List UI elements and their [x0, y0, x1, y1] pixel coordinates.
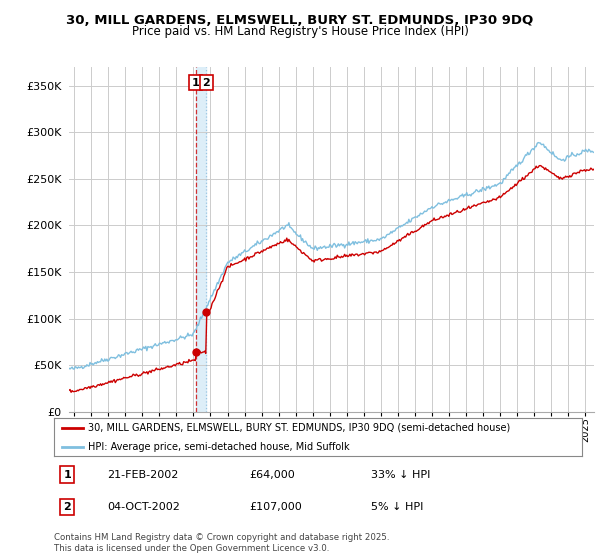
Text: £64,000: £64,000: [250, 470, 295, 479]
Text: Price paid vs. HM Land Registry's House Price Index (HPI): Price paid vs. HM Land Registry's House …: [131, 25, 469, 38]
Text: £107,000: £107,000: [250, 502, 302, 512]
Text: 2: 2: [64, 502, 71, 512]
Text: 2: 2: [202, 77, 210, 87]
Text: 21-FEB-2002: 21-FEB-2002: [107, 470, 178, 479]
Text: 5% ↓ HPI: 5% ↓ HPI: [371, 502, 423, 512]
Text: HPI: Average price, semi-detached house, Mid Suffolk: HPI: Average price, semi-detached house,…: [88, 442, 350, 452]
Text: 1: 1: [64, 470, 71, 479]
Text: 04-OCT-2002: 04-OCT-2002: [107, 502, 179, 512]
Text: Contains HM Land Registry data © Crown copyright and database right 2025.
This d: Contains HM Land Registry data © Crown c…: [54, 533, 389, 553]
Text: 30, MILL GARDENS, ELMSWELL, BURY ST. EDMUNDS, IP30 9DQ: 30, MILL GARDENS, ELMSWELL, BURY ST. EDM…: [67, 14, 533, 27]
Bar: [196, 67, 206, 412]
Text: 30, MILL GARDENS, ELMSWELL, BURY ST. EDMUNDS, IP30 9DQ (semi-detached house): 30, MILL GARDENS, ELMSWELL, BURY ST. EDM…: [88, 423, 511, 433]
Text: 1: 1: [192, 77, 200, 87]
Text: 33% ↓ HPI: 33% ↓ HPI: [371, 470, 430, 479]
